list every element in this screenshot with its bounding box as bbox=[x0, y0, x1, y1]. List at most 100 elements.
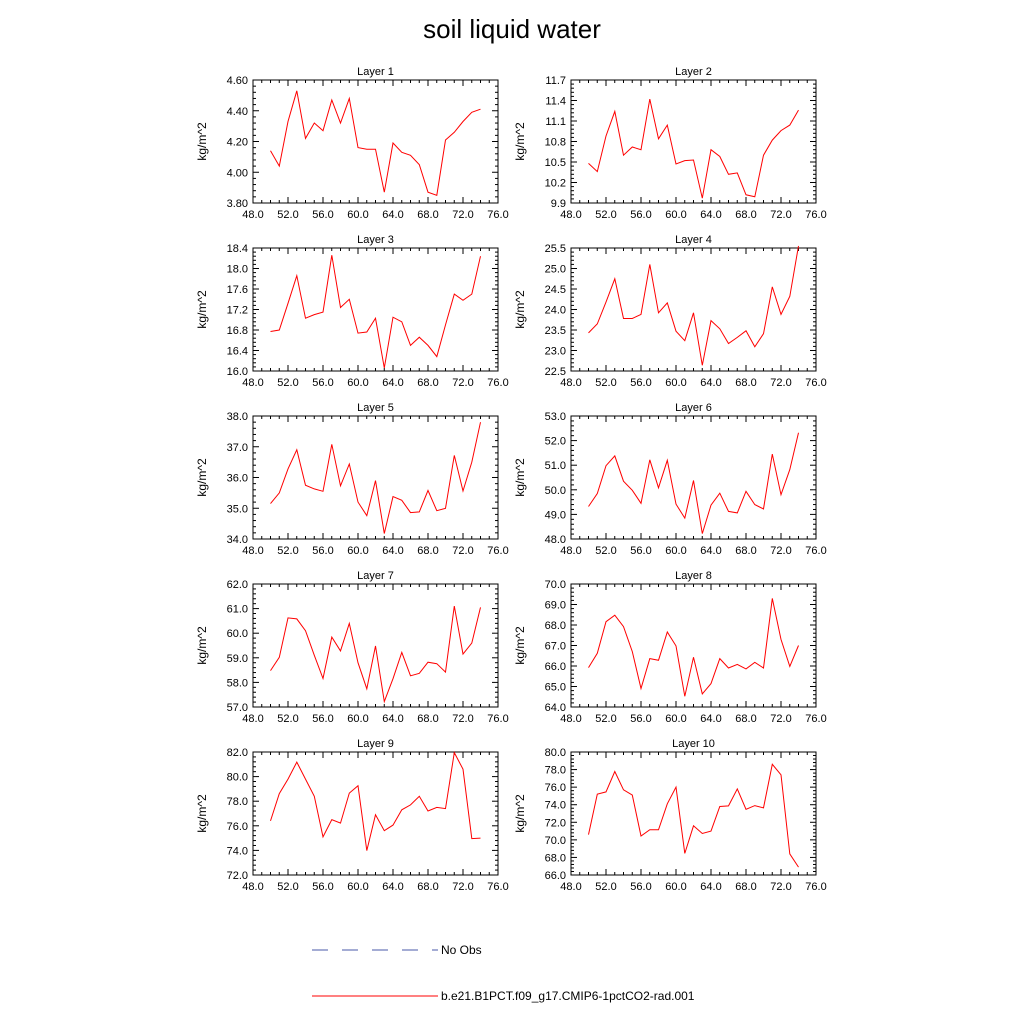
panel-1-xtick-label: 76.0 bbox=[487, 209, 508, 221]
panel-5-ytick-label: 35.0 bbox=[227, 503, 248, 515]
panel-5-xtick-label: 76.0 bbox=[487, 545, 508, 557]
panel-1-ytick-label: 4.20 bbox=[227, 137, 248, 149]
panel-10-ytick-label: 78.0 bbox=[545, 765, 566, 777]
panel-10: Layer 10 66.0 68.0 70.0 72.0 74.0 76.0 78.0 80.0… bbox=[513, 738, 827, 893]
panel-10-xtick-label: 72.0 bbox=[770, 881, 791, 893]
panel-2-xtick-label: 72.0 bbox=[770, 209, 791, 221]
panel-2-ytick-label: 9.9 bbox=[551, 198, 566, 210]
panel-6-ytick-label: 49.0 bbox=[545, 509, 566, 521]
panel-2-ytick-label: 10.8 bbox=[545, 137, 566, 149]
panel-10-ytick-label: 66.0 bbox=[545, 870, 566, 882]
panel-8-xtick-label: 48.0 bbox=[560, 713, 581, 725]
panel-10-xtick-label: 76.0 bbox=[805, 881, 826, 893]
panel-5-series-line bbox=[270, 422, 481, 534]
panel-10-xtick-label: 48.0 bbox=[560, 881, 581, 893]
panel-6: Layer 6 48.0 49.0 50.0 51.0 52.0 53.0 48.0 52.0 5… bbox=[513, 402, 827, 557]
panel-6-xtick-label: 52.0 bbox=[595, 545, 616, 557]
panel-7-ytick-label: 57.0 bbox=[227, 702, 248, 714]
panel-5-title: Layer 5 bbox=[357, 402, 394, 414]
panel-9-xtick-label: 48.0 bbox=[242, 881, 263, 893]
panel-2-xtick-label: 64.0 bbox=[700, 209, 721, 221]
panel-6-series-line bbox=[588, 432, 799, 534]
panel-9-title: Layer 9 bbox=[357, 738, 394, 750]
panel-3-ytick-label: 18.4 bbox=[227, 243, 248, 255]
panel-3-frame bbox=[252, 247, 499, 372]
panel-4-ytick-label: 22.5 bbox=[545, 366, 566, 378]
panel-3-ytick-label: 17.2 bbox=[227, 305, 248, 317]
panel-1-xtick-label: 48.0 bbox=[242, 209, 263, 221]
panel-8-ytick-label: 69.0 bbox=[545, 600, 566, 612]
panel-3-ytick-label: 17.6 bbox=[227, 284, 248, 296]
panel-1-ytick-label: 3.80 bbox=[227, 198, 248, 210]
panel-4-xtick-label: 76.0 bbox=[805, 377, 826, 389]
panel-7-xtick-label: 60.0 bbox=[347, 713, 368, 725]
panel-9-ytick-label: 72.0 bbox=[227, 870, 248, 882]
panel-4-ytick-label: 24.5 bbox=[545, 284, 566, 296]
panel-8-ytick-label: 70.0 bbox=[545, 579, 566, 591]
panel-4-ytick-label: 23.0 bbox=[545, 346, 566, 358]
panel-9-xtick-label: 52.0 bbox=[277, 881, 298, 893]
panel-2-xtick-label: 68.0 bbox=[735, 209, 756, 221]
panel-3-ylabel: kg/m^2 bbox=[195, 290, 209, 329]
panel-10-xtick-label: 68.0 bbox=[735, 881, 756, 893]
panel-9-ylabel: kg/m^2 bbox=[195, 794, 209, 833]
panel-3-title: Layer 3 bbox=[357, 234, 394, 246]
panel-5-ytick-label: 38.0 bbox=[227, 411, 248, 423]
panel-9-xtick-label: 56.0 bbox=[312, 881, 333, 893]
panel-8-title: Layer 8 bbox=[675, 570, 712, 582]
panel-2-xtick-label: 60.0 bbox=[665, 209, 686, 221]
panel-6-ytick-label: 48.0 bbox=[545, 534, 566, 546]
panel-5-xtick-label: 48.0 bbox=[242, 545, 263, 557]
panel-4-xtick-label: 64.0 bbox=[700, 377, 721, 389]
panel-10-xtick-label: 52.0 bbox=[595, 881, 616, 893]
panel-7-xtick-label: 52.0 bbox=[277, 713, 298, 725]
panel-1-series-line bbox=[270, 90, 481, 196]
panel-9-ytick-label: 80.0 bbox=[227, 772, 248, 784]
panel-7-ytick-label: 62.0 bbox=[227, 579, 248, 591]
panel-1: Layer 1 3.80 4.00 4.20 4.40 4.60 48.0 52.0 56.0 6… bbox=[195, 66, 509, 221]
panel-9-series-line bbox=[270, 751, 481, 851]
panel-3-xtick-label: 72.0 bbox=[452, 377, 473, 389]
panel-2: Layer 2 9.9 10.2 10.5 10.8 11.1 11.4 11.7 48.0 52… bbox=[513, 66, 827, 221]
panel-7-xtick-label: 72.0 bbox=[452, 713, 473, 725]
panel-7-ytick-label: 61.0 bbox=[227, 604, 248, 616]
panel-1-xtick-label: 52.0 bbox=[277, 209, 298, 221]
panel-10-xtick-label: 64.0 bbox=[700, 881, 721, 893]
panel-3-xtick-label: 76.0 bbox=[487, 377, 508, 389]
panel-4-xtick-label: 48.0 bbox=[560, 377, 581, 389]
panel-7-ylabel: kg/m^2 bbox=[195, 626, 209, 665]
panel-2-xtick-label: 56.0 bbox=[630, 209, 651, 221]
panel-3-xtick-label: 60.0 bbox=[347, 377, 368, 389]
panel-1-frame bbox=[252, 79, 499, 204]
panel-9-xtick-label: 76.0 bbox=[487, 881, 508, 893]
panel-7-ytick-label: 60.0 bbox=[227, 628, 248, 640]
panel-4-series-line bbox=[588, 245, 799, 366]
panel-4-xtick-label: 60.0 bbox=[665, 377, 686, 389]
legend-model-label: b.e21.B1PCT.f09_g17.CMIP6-1pctCO2-rad.00… bbox=[441, 989, 695, 1003]
panel-9-ytick-label: 78.0 bbox=[227, 796, 248, 808]
panel-8-xtick-label: 72.0 bbox=[770, 713, 791, 725]
panel-2-xtick-label: 48.0 bbox=[560, 209, 581, 221]
panel-7-ytick-label: 59.0 bbox=[227, 653, 248, 665]
panel-5-xtick-label: 64.0 bbox=[382, 545, 403, 557]
panel-2-frame bbox=[570, 79, 817, 204]
panel-10-ytick-label: 68.0 bbox=[545, 852, 566, 864]
panel-6-xtick-label: 72.0 bbox=[770, 545, 791, 557]
panel-10-ylabel: kg/m^2 bbox=[513, 794, 527, 833]
panel-2-series-line bbox=[588, 98, 799, 199]
panel-3-series-line bbox=[270, 255, 481, 368]
panel-4-ytick-label: 25.0 bbox=[545, 264, 566, 276]
panel-4-title: Layer 4 bbox=[675, 234, 712, 246]
panel-1-xtick-label: 64.0 bbox=[382, 209, 403, 221]
panel-8-frame bbox=[570, 583, 817, 708]
panel-8-xtick-label: 76.0 bbox=[805, 713, 826, 725]
panel-3-xtick-label: 48.0 bbox=[242, 377, 263, 389]
panel-5-frame bbox=[252, 415, 499, 540]
panel-10-frame bbox=[570, 751, 817, 876]
panel-6-ytick-label: 52.0 bbox=[545, 436, 566, 448]
panel-8-series-line bbox=[588, 598, 799, 697]
panel-3-xtick-label: 64.0 bbox=[382, 377, 403, 389]
panel-10-ytick-label: 72.0 bbox=[545, 817, 566, 829]
panel-8-xtick-label: 68.0 bbox=[735, 713, 756, 725]
panel-2-ytick-label: 10.5 bbox=[545, 157, 566, 169]
